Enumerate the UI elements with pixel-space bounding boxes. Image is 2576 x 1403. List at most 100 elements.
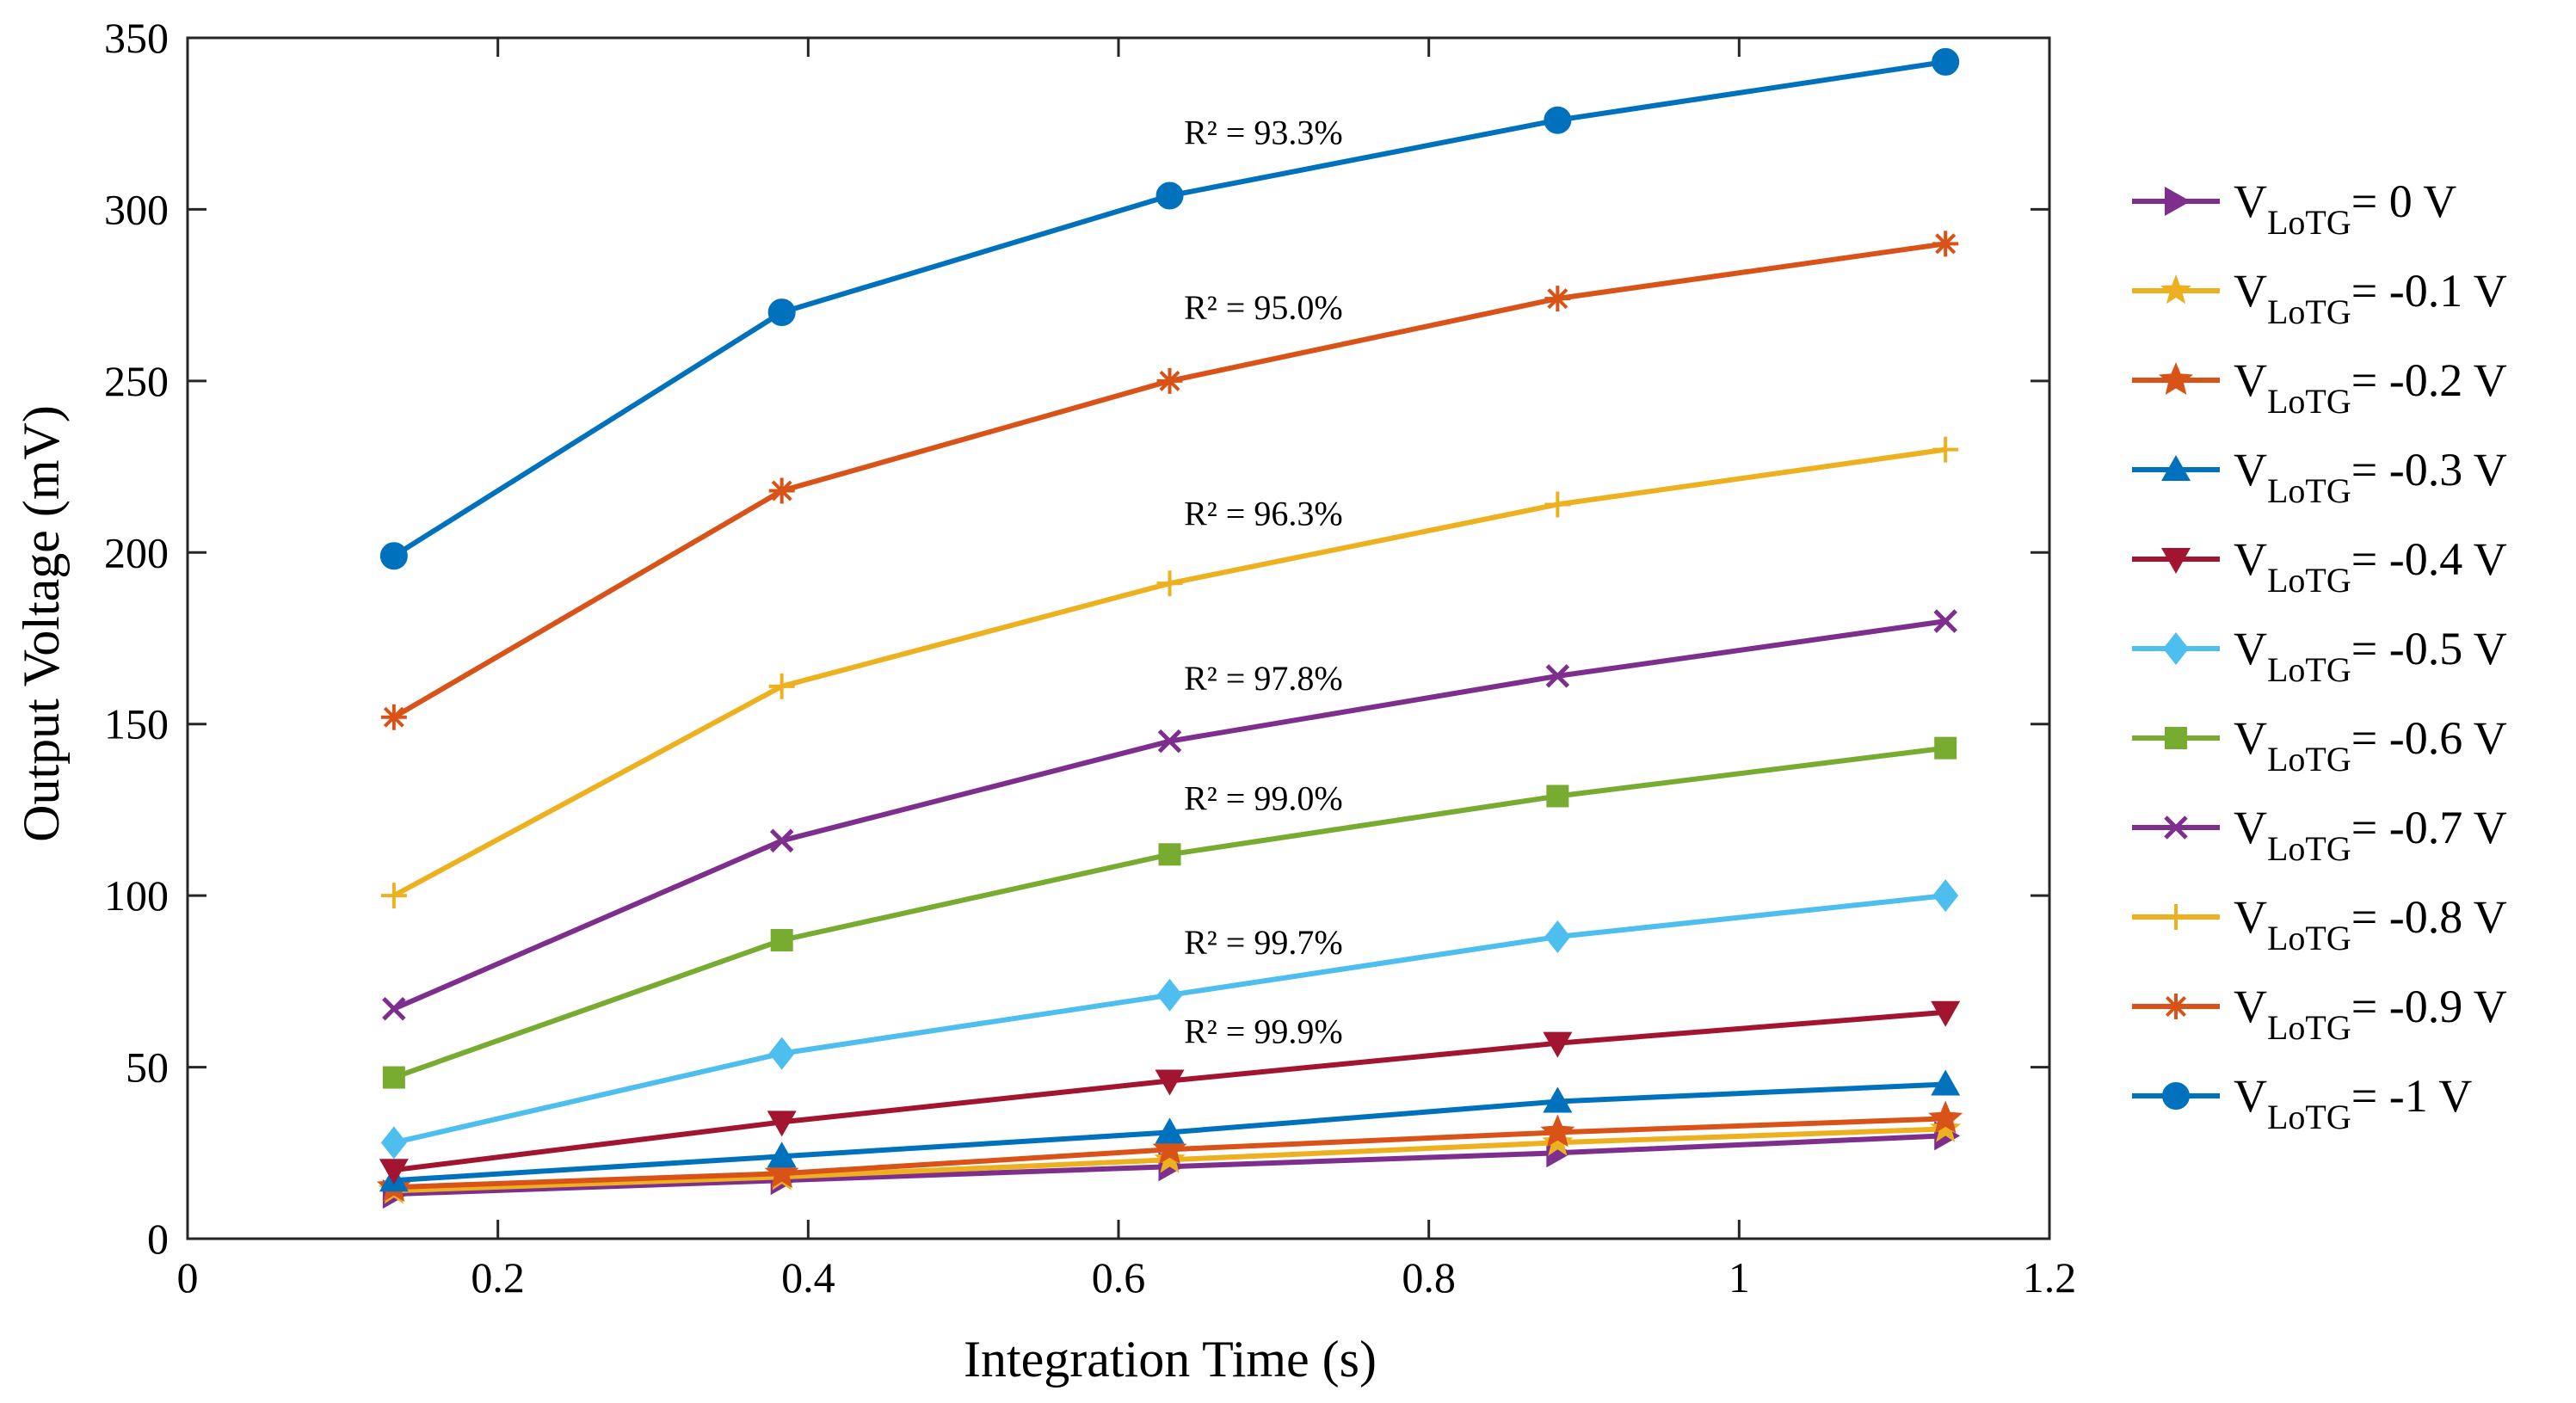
x-tick-label: 0.2 [471,1253,525,1301]
legend-label-value: = -1 V [2351,1070,2472,1122]
legend-marker [2165,187,2191,216]
legend-marker [2162,1082,2190,1110]
data-point [1934,736,1957,760]
data-point [1156,978,1183,1012]
legend-label-main: V [2234,802,2267,853]
data-point [767,1141,797,1168]
legend-label-main: V [2234,354,2267,406]
legend-label-value: = -0.9 V [2351,981,2507,1032]
marker-shape [1542,1126,1574,1156]
marker-shape [2161,455,2191,481]
data-point [767,1111,797,1137]
legend-entry: VLoTG= -0.1 V [2132,265,2507,331]
marker-stroke [1159,370,1180,391]
legend-label-subscript: LoTG [2267,471,2351,510]
legend-label-main: V [2234,981,2267,1032]
data-point [380,1126,407,1160]
y-tick-label: 50 [126,1043,169,1092]
marker-shape [2165,727,2187,749]
legend-marker [2160,274,2192,305]
data-point [1933,609,1957,633]
data-point [1930,1112,1962,1142]
marker-stroke [383,706,404,728]
series-7 [382,609,1957,1021]
legend-label: VLoTG= -0.6 V [2234,712,2507,778]
legend-label-main: V [2234,712,2267,764]
legend-label-value: = -0.1 V [2351,265,2507,317]
data-point [379,542,408,570]
data-point [1543,1086,1573,1113]
marker-shape [767,298,796,327]
plot-area: 0 0.2 0.4 0.6 0.8 1 1.2 0 50 100 150 200 250 300 350 R²… [104,14,2076,1301]
data-point [1156,182,1184,210]
x-tick-label: 0.4 [781,1253,835,1301]
legend-marker [2161,455,2191,481]
series-3 [379,1069,1961,1192]
marker-shape [379,1159,409,1185]
legend-entry: VLoTG= -0.9 V [2132,981,2507,1047]
marker-shape [1154,1143,1186,1173]
legend-label: VLoTG= -0.5 V [2234,623,2507,689]
marker-shape [2165,187,2191,216]
legend-marker [2159,362,2193,395]
marker-shape [1155,1069,1185,1096]
legend-label-subscript: LoTG [2267,1098,2351,1136]
data-point [380,704,407,730]
marker-shape [1544,920,1571,954]
marker-stroke [771,480,792,502]
marker-stroke [1157,729,1182,754]
data-point [768,673,795,699]
legend-label: VLoTG= -0.1 V [2234,265,2507,331]
legend-entry: VLoTG= -0.2 V [2132,354,2507,421]
x-tick-label: 1 [1729,1253,1750,1301]
legend-label-subscript: LoTG [2267,919,2351,957]
data-point [1155,1117,1185,1144]
legend-label-subscript: LoTG [2267,1008,2351,1047]
series-10 [379,47,1960,570]
data-point [1540,1114,1575,1148]
data-point [1158,843,1181,866]
legend-label-subscript: LoTG [2267,650,2351,689]
legend-entry: VLoTG= -1 V [2132,1070,2472,1136]
legend-label-main: V [2234,533,2267,585]
marker-shape [764,1155,799,1189]
x-tick-label: 0 [177,1253,199,1301]
legend-label-subscript: LoTG [2267,203,2351,242]
r2-annotation: R² = 99.7% [1184,923,1343,962]
data-point [1544,106,1572,134]
y-tick-label: 300 [104,185,169,233]
y-tick-label: 350 [104,14,169,62]
legend-marker [2163,904,2189,930]
data-point [1931,1069,1961,1096]
legend-label-main: V [2234,444,2267,495]
data-point [1154,1143,1186,1173]
data-point [380,883,407,909]
marker-shape [1543,1031,1573,1058]
y-tick-label: 200 [104,528,169,576]
marker-shape [1928,1100,1963,1134]
data-point [382,996,406,1021]
legend-label-subscript: LoTG [2267,382,2351,421]
marker-shape [1931,1069,1961,1096]
legend-label-main: V [2234,891,2267,943]
marker-shape [1932,47,1960,76]
data-point [770,928,793,951]
data-point [1546,785,1569,808]
series-5 [380,879,1959,1160]
data-point [379,1159,409,1185]
legend-marker [2164,815,2188,840]
data-point [1928,1100,1963,1134]
legend-label-main: V [2234,265,2267,317]
y-axis-title: Output Voltage (mV) [13,405,70,842]
marker-stroke [1547,288,1568,310]
data-point [768,1037,795,1070]
r2-annotation: R² = 93.3% [1184,114,1343,152]
marker-shape [1544,106,1572,134]
legend-label: VLoTG= -0.8 V [2234,891,2507,957]
y-tick-label: 0 [147,1215,169,1263]
y-tick-label: 150 [104,700,169,748]
legend-label-main: V [2234,623,2267,674]
